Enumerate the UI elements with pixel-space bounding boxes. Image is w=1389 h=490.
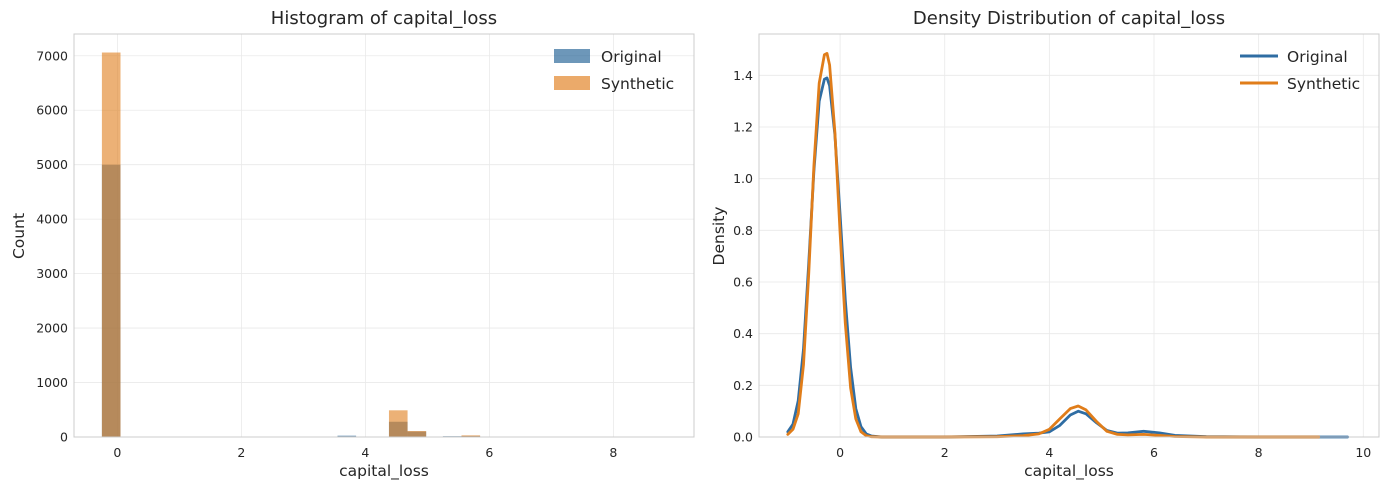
y-tick-label: 7000 <box>36 48 68 63</box>
histogram-y-ticks: 0 1000 2000 3000 4000 5000 6000 7000 <box>36 48 68 444</box>
x-tick-label: 8 <box>609 445 617 460</box>
histogram-frame <box>73 33 695 438</box>
density-title: Density Distribution of capital_loss <box>913 8 1225 29</box>
y-tick-label: 1000 <box>36 375 68 390</box>
density-y-ticks: 0.0 0.2 0.4 0.6 0.8 1.0 1.2 1.4 <box>733 68 753 445</box>
density-y-label: Density <box>710 207 728 266</box>
y-tick-label: 1.4 <box>733 68 753 83</box>
x-tick-label: 0 <box>836 445 844 460</box>
legend-swatch-original <box>554 49 590 63</box>
bar-original <box>337 435 357 437</box>
x-tick-label: 2 <box>941 445 949 460</box>
density-line-original <box>786 76 1349 439</box>
y-tick-label: 1.0 <box>733 171 753 186</box>
x-tick-label: 0 <box>113 445 121 460</box>
density-line-synthetic <box>786 52 1321 439</box>
y-tick-label: 5000 <box>36 157 68 172</box>
histogram-x-label: capital_loss <box>339 462 429 481</box>
x-tick-label: 6 <box>485 445 493 460</box>
histogram-grid <box>74 34 694 438</box>
y-tick-label: 4000 <box>36 212 68 227</box>
histogram-bars <box>101 52 481 438</box>
histogram-y-label: Count <box>10 213 28 259</box>
y-tick-label: 0.6 <box>733 275 753 290</box>
y-tick-label: 0.0 <box>733 430 753 445</box>
x-tick-label: 10 <box>1355 445 1371 460</box>
histogram-legend: Original Synthetic <box>554 48 674 93</box>
density-legend: Original Synthetic <box>1240 48 1360 93</box>
y-tick-label: 6000 <box>36 103 68 118</box>
histogram-title: Histogram of capital_loss <box>271 8 497 29</box>
legend-label-original: Original <box>601 48 662 66</box>
density-x-label: capital_loss <box>1024 462 1114 481</box>
y-tick-label: 0.4 <box>733 326 753 341</box>
y-tick-label: 0 <box>60 430 68 445</box>
bar-synthetic <box>407 431 427 437</box>
density-chart: 0 2 4 6 8 10 0.0 0.2 0.4 0.6 0.8 1.0 1.2 1.4 Density… <box>710 8 1380 481</box>
density-lines <box>786 52 1349 439</box>
y-tick-label: 0.2 <box>733 378 753 393</box>
y-tick-label: 0.8 <box>733 223 753 238</box>
y-tick-label: 3000 <box>36 266 68 281</box>
legend-swatch-synthetic <box>554 76 590 90</box>
x-tick-label: 4 <box>361 445 369 460</box>
density-x-ticks: 0 2 4 6 8 10 <box>836 445 1371 460</box>
bar-synthetic <box>101 52 121 438</box>
x-tick-label: 2 <box>237 445 245 460</box>
x-tick-label: 8 <box>1255 445 1263 460</box>
y-tick-label: 1.2 <box>733 120 753 135</box>
x-tick-label: 4 <box>1045 445 1053 460</box>
bar-synthetic <box>388 410 408 437</box>
legend-label-original: Original <box>1287 48 1348 66</box>
density-frame <box>758 33 1380 438</box>
y-tick-label: 2000 <box>36 321 68 336</box>
bar-synthetic <box>461 435 481 437</box>
histogram-chart: 0 2 4 6 8 0 1000 2000 3000 4000 5000 6000 7000 Hist… <box>10 8 695 481</box>
legend-label-synthetic: Synthetic <box>1287 75 1360 93</box>
legend-label-synthetic: Synthetic <box>601 75 674 93</box>
x-tick-label: 6 <box>1150 445 1158 460</box>
histogram-x-ticks: 0 2 4 6 8 <box>113 445 617 460</box>
